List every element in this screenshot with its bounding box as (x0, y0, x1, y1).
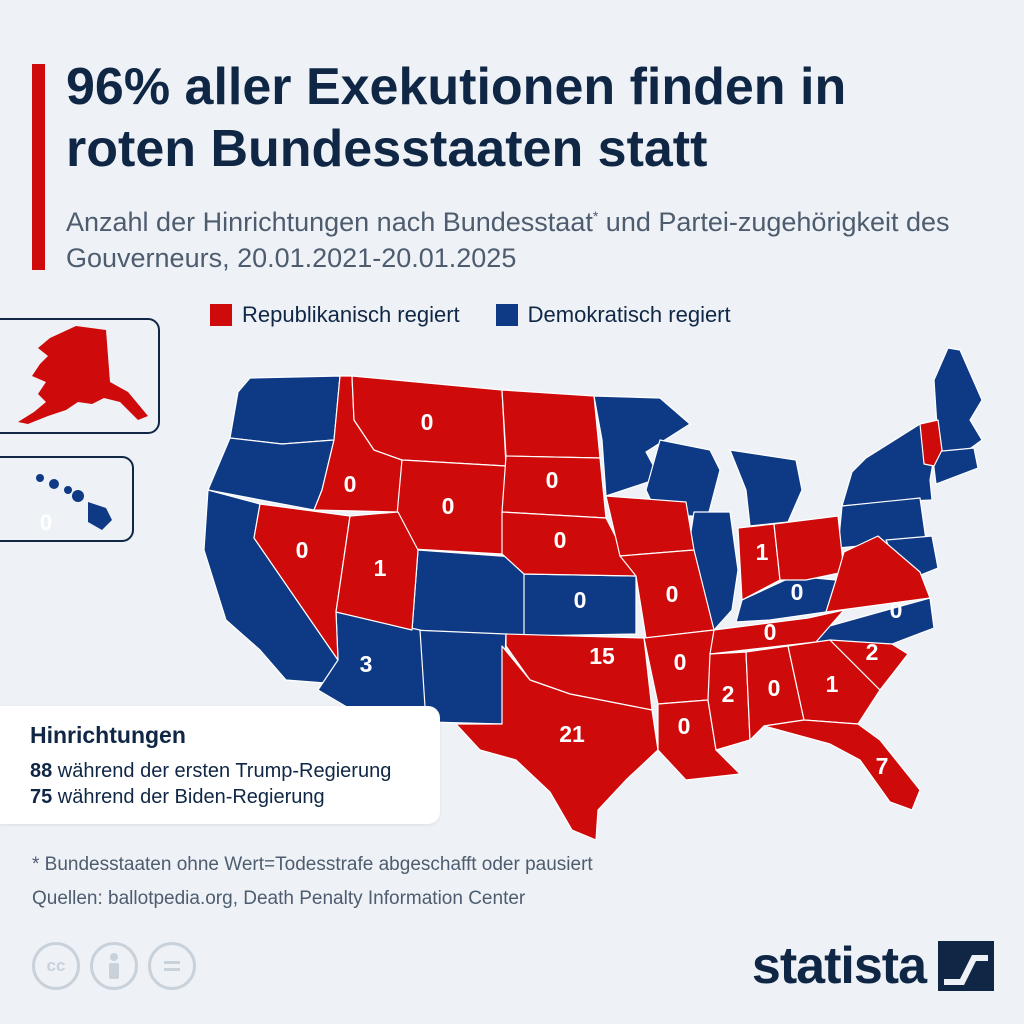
brand-name: statista (751, 937, 927, 995)
subtitle-text-rest: und Partei-zugehörigkeit des Gouverneurs… (66, 207, 950, 273)
state-ohio (773, 515, 845, 581)
info-biden-text: während der Biden-Regierung (52, 786, 325, 808)
state-north-dakota (501, 389, 601, 459)
state-value-south-carolina: 2 (866, 639, 879, 665)
state-value-nevada: 0 (296, 537, 309, 563)
state-value-utah: 1 (374, 555, 387, 581)
subtitle-text: Anzahl der Hinrichtungen nach Bundesstaa… (66, 207, 593, 237)
state-value-montana: 0 (421, 409, 434, 435)
legend-item-democratic: Demokratisch regiert (495, 302, 731, 328)
page-subtitle: Anzahl der Hinrichtungen nach Bundesstaa… (66, 198, 966, 276)
info-biden-count: 75 (30, 786, 53, 808)
state-value-south-dakota: 0 (546, 467, 559, 493)
equals-icon[interactable] (148, 942, 196, 990)
state-georgia (787, 639, 881, 725)
state-florida (763, 719, 921, 811)
info-trump-line: 88 während der ersten Trump-Regierung (30, 760, 391, 783)
state-value-north-carolina: 0 (890, 597, 903, 623)
state-tennessee (709, 609, 845, 655)
info-trump-count: 88 (30, 760, 53, 782)
footnote: * Bundesstaaten ohne Wert=Todesstrafe ab… (32, 854, 593, 875)
license-icons: cc (32, 942, 196, 990)
state-value-kansas: 0 (574, 587, 587, 613)
hawaii-map: 0 (36, 474, 112, 535)
state-west-virginia-virginia (825, 535, 931, 613)
state-value-arizona: 3 (360, 651, 373, 677)
state-mississippi (707, 651, 751, 751)
hawaii-inset: 0 (0, 456, 134, 542)
info-title: Hinrichtungen (30, 722, 186, 748)
state-south-carolina (829, 639, 909, 691)
info-biden-line: 75 während der Biden-Regierung (30, 786, 325, 809)
state-value-idaho: 0 (344, 471, 357, 497)
statista-brand[interactable]: statista (752, 936, 994, 996)
state-utah (335, 511, 419, 631)
state-washington (229, 375, 341, 445)
executions-info-box: Hinrichtungen 88 während der ersten Trum… (0, 706, 440, 824)
state-value-louisiana: 0 (678, 713, 691, 739)
state-vermont-nh (919, 419, 943, 467)
page-title: 96% aller Exekutionen finden in roten Bu… (66, 58, 847, 178)
state-hawaii (36, 474, 112, 530)
state-nebraska (501, 511, 637, 577)
legend: Republikanisch regiert Demokratisch regi… (210, 302, 731, 328)
state-texas (455, 645, 659, 841)
alaska-inset (0, 318, 160, 434)
state-value-tennessee: 0 (764, 619, 777, 645)
state-value-hawaii: 0 (40, 510, 52, 535)
legend-label-republican: Republikanisch regiert (242, 302, 460, 327)
alaska-map (18, 326, 148, 424)
legend-swatch-republican (210, 304, 232, 326)
state-value-florida: 7 (876, 753, 889, 779)
state-nevada (253, 503, 351, 661)
state-value-oklahoma: 15 (589, 643, 615, 669)
state-colorado (411, 549, 529, 637)
us-map: 0 0 0 0 0 0 1 0 0 1 0 0 0 3 15 0 2 2 0 1… (203, 347, 983, 841)
info-trump-text: während der ersten Trump-Regierung (52, 760, 392, 782)
sources: Quellen: ballotpedia.org, Death Penalty … (32, 888, 526, 909)
cc-icon[interactable]: cc (32, 942, 80, 990)
legend-label-democratic: Demokratisch regiert (527, 302, 731, 327)
state-value-alabama: 0 (768, 675, 781, 701)
state-value-mississippi: 2 (722, 681, 735, 707)
state-value-texas: 21 (559, 721, 585, 747)
state-value-georgia: 1 (826, 671, 839, 697)
state-value-nebraska: 0 (554, 527, 567, 553)
state-value-kentucky: 0 (791, 579, 804, 605)
state-massachusetts-ct-ri (931, 447, 979, 485)
state-value-missouri: 0 (666, 581, 679, 607)
person-icon[interactable] (90, 942, 138, 990)
state-alaska (18, 326, 148, 424)
legend-swatch-democratic (495, 304, 518, 326)
state-value-wyoming: 0 (442, 493, 455, 519)
subtitle-asterisk: * (592, 208, 599, 224)
state-michigan (729, 449, 803, 527)
state-iowa (605, 495, 695, 557)
state-value-indiana: 1 (756, 539, 769, 565)
statista-logo-icon (938, 941, 994, 991)
legend-item-republican: Republikanisch regiert (210, 302, 460, 328)
title-accent-bar (32, 64, 45, 270)
state-value-arkansas: 0 (674, 649, 687, 675)
